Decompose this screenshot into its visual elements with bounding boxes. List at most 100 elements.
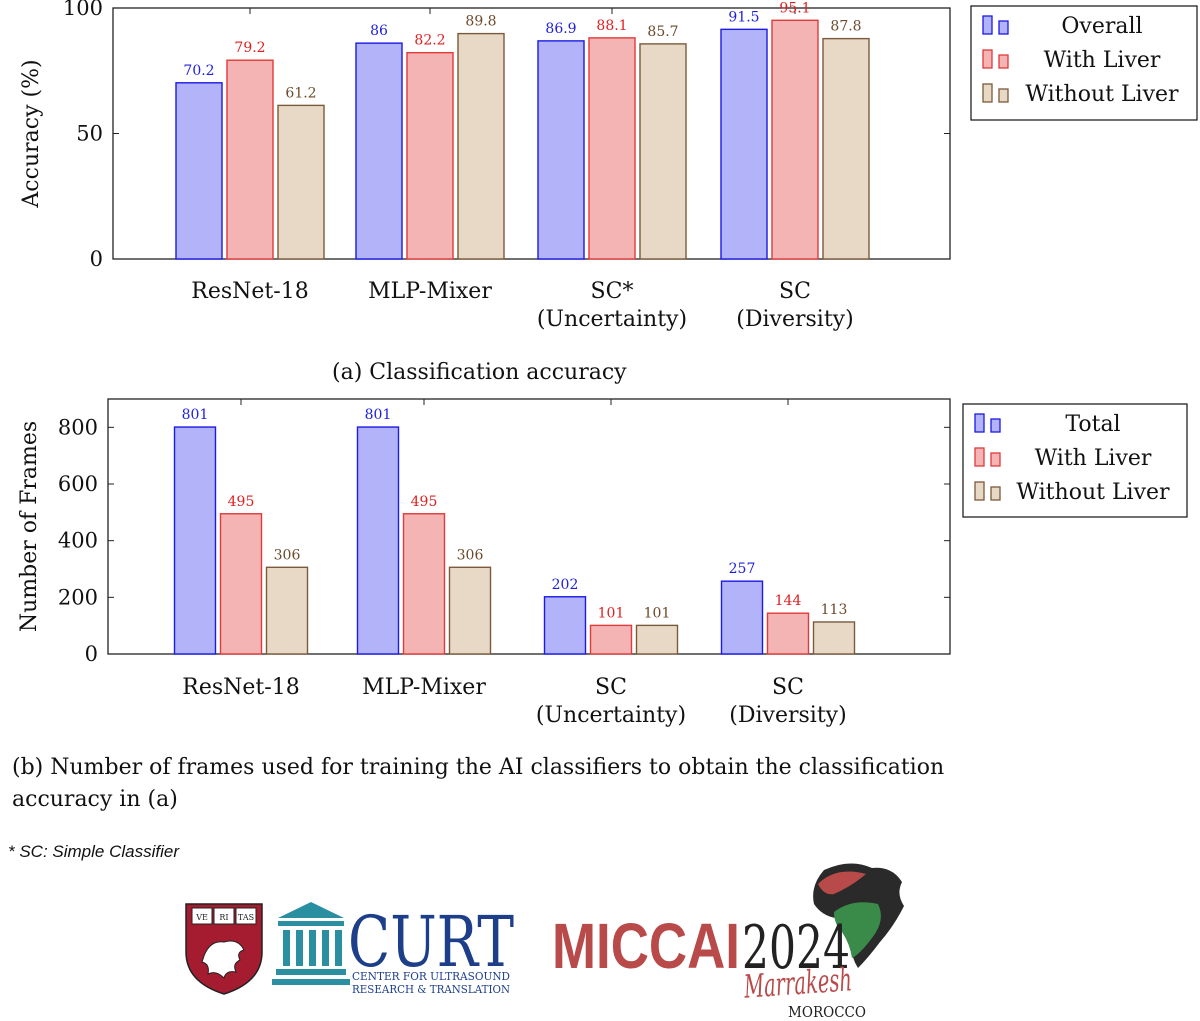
legend-swatch [990,418,1001,433]
bar-without-liver [457,32,505,260]
y-axis-label: Number of Frames [17,421,42,632]
legend-swatch [974,413,985,433]
bar-without-liver [812,621,856,655]
bar-with-liver [402,513,446,655]
x-category-label: MLP-Mixer [362,675,486,700]
bar-total [356,426,400,655]
bar-without-liver [448,566,492,655]
curt-wordmark: CURT [348,901,514,983]
bar-with-liver [589,624,633,655]
y-tick-label: 0 [90,247,103,271]
building-icon [278,902,344,918]
y-axis-label: Accuracy (%) [19,59,44,208]
curt-logo: CURT Center for Ultrasound Research & Tr… [272,901,514,996]
bar-overall [175,82,223,260]
legend-label: Total [1065,412,1120,437]
bar-without-liver [265,566,309,655]
bar-without-liver [635,624,679,655]
accuracy-chart: 0 50 100 Accuracy (%) 70.2 79.2 61.2 ResNet-18 8… [19,0,1198,332]
bar-value-label: 495 [228,494,255,510]
x-category-label: (Diversity) [729,703,846,728]
y-tick-label: 200 [58,585,98,609]
bar-overall [355,42,403,260]
bar-without-liver [822,37,870,260]
plot-frame [107,398,951,655]
bar-value-label: 85.7 [647,24,678,40]
miccai-city: Marrakesh [742,960,853,1005]
x-category-label: SC [779,279,811,304]
legend-swatch [990,486,1001,501]
bar-total [720,580,764,655]
legend-swatch [998,88,1009,103]
bar-value-label: 202 [552,577,579,593]
bar-without-liver [639,43,687,260]
frames-chart: 0 200 400 600 800 Number of Frames 801 495 306 Re… [17,398,1188,728]
bar-value-label: 70.2 [183,63,214,79]
legend-box [970,5,1198,121]
legend-swatch [982,15,993,35]
bar-value-label: 86 [370,23,388,39]
y-tick-label: 0 [85,642,98,666]
bar-value-label: 91.5 [728,9,759,25]
bar-value-label: 495 [411,494,438,510]
legend-swatch [998,20,1009,35]
x-category-label: MLP-Mixer [368,279,492,304]
bar-value-label: 257 [729,561,756,577]
bar-with-liver [588,37,636,260]
legend-swatch [982,83,993,103]
bar-value-label: 61.2 [285,85,316,101]
bar-value-label: 306 [457,547,484,563]
lion-icon [201,940,245,979]
bar-value-label: 101 [598,605,625,621]
bar-with-liver [406,51,454,260]
bar-without-liver [277,104,325,260]
legend-swatch [974,447,985,467]
bar-value-label: 95.1 [779,0,810,16]
x-category-label: ResNet-18 [191,279,308,304]
bar-value-label: 306 [274,547,301,563]
legend-label: Overall [1061,14,1142,39]
harvard-shield-logo: VE RI TAS [185,903,263,995]
bar-value-label: 801 [365,407,392,423]
x-category-label: SC [772,675,804,700]
bar-value-label: 87.8 [830,19,861,35]
harvard-motto-2: RI [219,913,228,922]
bar-overall [720,28,768,260]
bar-with-liver [219,513,263,655]
bar-with-liver [226,59,274,260]
chart-a-caption: (a) Classification accuracy [332,360,627,385]
harvard-motto-3: TAS [238,913,254,922]
x-category-label: ResNet-18 [182,675,299,700]
bar-total [173,426,217,655]
bar-total [543,596,587,655]
bar-with-liver [771,19,819,260]
footnote: * SC: Simple Classifier [8,842,179,861]
bar-overall [537,40,585,260]
x-category-label: SC [595,675,627,700]
curt-tagline-2: Research & Translation [352,983,510,996]
bar-value-label: 101 [644,605,671,621]
bar-value-label: 88.1 [596,18,627,34]
legend-swatch [974,481,985,501]
chart-b-caption: (b) Number of frames used for training t… [12,755,945,812]
y-tick-label: 600 [58,472,98,496]
x-category-label: (Diversity) [736,307,853,332]
y-tick-label: 400 [58,529,98,553]
x-category-label: (Uncertainty) [537,307,687,332]
y-tick-label: 100 [63,0,103,20]
legend-label: With Liver [1044,48,1161,73]
miccai-country: MOROCCO [788,1003,866,1021]
legend-label: Without Liver [1025,82,1179,107]
bar-value-label: 86.9 [545,21,576,37]
bar-value-label: 82.2 [414,33,445,49]
bar-value-label: 801 [182,407,209,423]
bar-value-label: 79.2 [234,40,265,56]
harvard-motto-1: VE [195,913,208,922]
legend-swatch [982,49,993,69]
y-tick-label: 800 [58,415,98,439]
legend-label: With Liver [1035,446,1152,471]
y-tick-label: 50 [76,122,103,146]
miccai-wordmark: MICCAI [552,910,740,982]
x-category-label: SC* [591,279,634,304]
